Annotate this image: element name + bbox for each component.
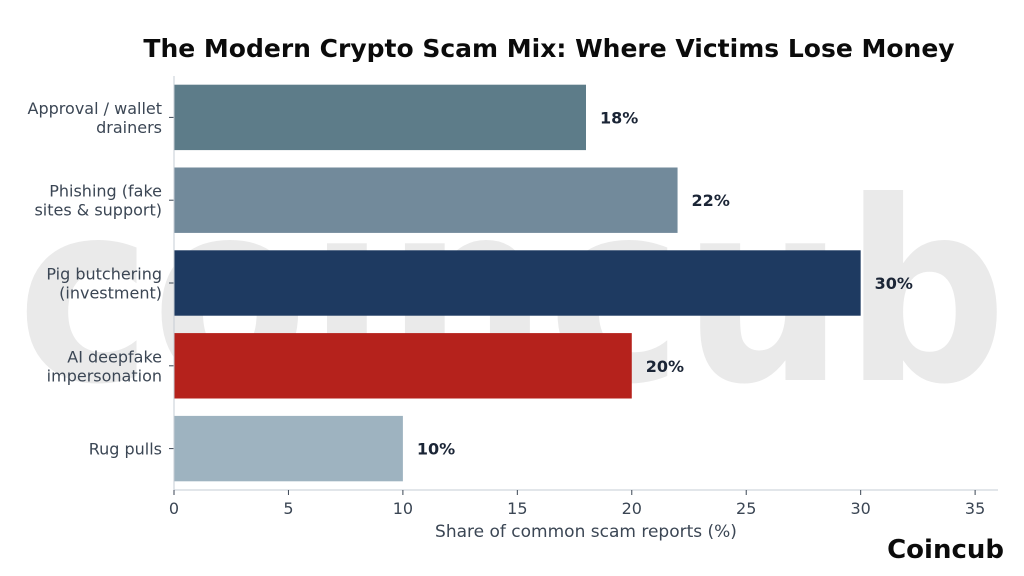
x-tick-label: 10 [393,499,413,518]
bar [174,250,861,316]
x-tick-label: 30 [850,499,870,518]
x-axis-title: Share of common scam reports (%) [435,522,737,542]
data-label: 10% [417,440,455,459]
x-tick-label: 20 [622,499,642,518]
chart-title: The Modern Crypto Scam Mix: Where Victim… [143,34,954,63]
category-label: Approval / wallet drainers [28,99,162,137]
data-label: 20% [646,357,684,376]
x-tick-label: 0 [169,499,179,518]
category-label: Pig butchering (investment) [46,265,162,303]
category-label: AI deepfake impersonation [47,347,162,385]
bar [174,333,632,399]
data-label: 18% [600,108,638,127]
data-label: 22% [692,191,730,210]
x-tick-label: 35 [965,499,985,518]
bar [174,167,678,233]
category-label: Rug pulls [89,440,162,459]
x-tick-label: 25 [736,499,756,518]
data-label: 30% [875,274,913,293]
category-label: Phishing (fake sites & support) [34,182,162,220]
x-tick-label: 15 [507,499,527,518]
x-tick-label: 5 [283,499,293,518]
bar [174,84,586,151]
bar [174,415,403,482]
brand-logo: Coincub [887,535,1004,565]
